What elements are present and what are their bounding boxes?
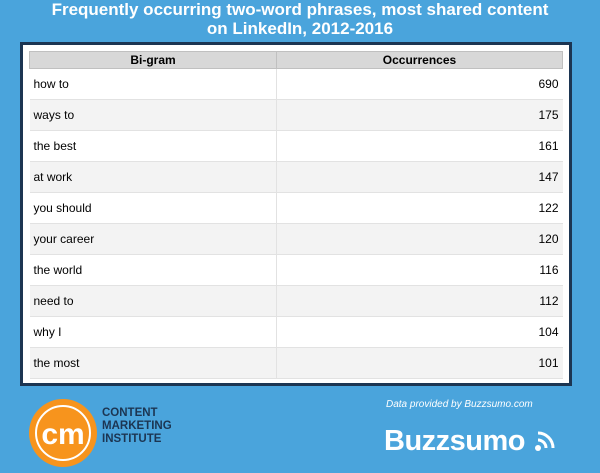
bigram-cell: ways to <box>29 99 277 131</box>
cmi-logo-icon: cm <box>29 399 97 467</box>
column-header-bigram: Bi-gram <box>29 51 277 69</box>
table-row: you should 122 <box>29 192 563 224</box>
cmi-logo-mark: cm <box>41 418 84 451</box>
chart-title: Frequently occurring two-word phrases, m… <box>0 0 600 38</box>
bigram-cell: your career <box>29 223 277 255</box>
bigram-cell: the most <box>29 347 277 379</box>
occurrences-cell: 104 <box>276 316 563 348</box>
table-body: how to 690 ways to 175 the best 161 at work 147… <box>29 68 563 379</box>
table-header-row: Bi-gram Occurrences <box>29 51 563 69</box>
table-row: the most 101 <box>29 347 563 379</box>
table-row: the world 116 <box>29 254 563 286</box>
table-row: ways to 175 <box>29 99 563 131</box>
bigram-cell: the world <box>29 254 277 286</box>
buzzsumo-logo: Buzzsumo <box>384 425 526 457</box>
cmi-logo-text: CONTENT MARKETING INSTITUTE <box>102 407 172 446</box>
bigram-cell: the best <box>29 130 277 162</box>
column-header-occurrences: Occurrences <box>276 51 563 69</box>
occurrences-cell: 122 <box>276 192 563 224</box>
occurrences-cell: 112 <box>276 285 563 317</box>
table-row: at work 147 <box>29 161 563 193</box>
table-row: why I 104 <box>29 316 563 348</box>
bigram-table-frame: Bi-gram Occurrences how to 690 ways to 175 t… <box>20 42 572 386</box>
occurrences-cell: 175 <box>276 99 563 131</box>
signal-waves-icon <box>535 431 555 451</box>
bigram-cell: why I <box>29 316 277 348</box>
cmi-line-3: INSTITUTE <box>102 433 162 445</box>
table-row: how to 690 <box>29 68 563 100</box>
table-row: need to 112 <box>29 285 563 317</box>
bigram-cell: need to <box>29 285 277 317</box>
bigram-cell: at work <box>29 161 277 193</box>
chart-title-line-2: on LinkedIn, 2012-2016 <box>206 19 394 38</box>
occurrences-cell: 161 <box>276 130 563 162</box>
occurrences-cell: 120 <box>276 223 563 255</box>
cmi-line-1: CONTENT <box>102 407 158 419</box>
data-credit: Data provided by Buzzsumo.com <box>386 399 533 410</box>
occurrences-cell: 116 <box>276 254 563 286</box>
chart-title-line-1: Frequently occurring two-word phrases, m… <box>51 0 549 19</box>
occurrences-cell: 690 <box>276 68 563 100</box>
bigram-table: Bi-gram Occurrences how to 690 ways to 175 t… <box>29 51 563 379</box>
bigram-cell: you should <box>29 192 277 224</box>
cmi-line-2: MARKETING <box>102 420 172 432</box>
table-row: the best 161 <box>29 130 563 162</box>
table-row: your career 120 <box>29 223 563 255</box>
occurrences-cell: 147 <box>276 161 563 193</box>
occurrences-cell: 101 <box>276 347 563 379</box>
bigram-cell: how to <box>29 68 277 100</box>
